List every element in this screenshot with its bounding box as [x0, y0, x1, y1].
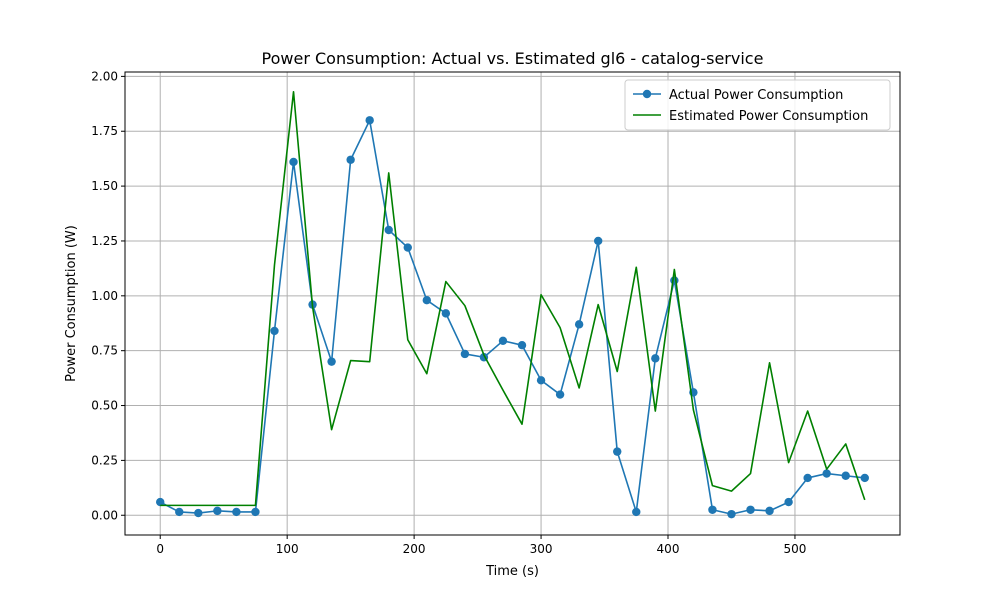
- series-line: [160, 90, 866, 507]
- data-point: [251, 507, 260, 517]
- legend-box: [624, 79, 891, 131]
- data-point: [841, 471, 850, 480]
- data-point: [194, 508, 203, 518]
- legend-marker: [642, 89, 652, 99]
- x-tick-label: 100: [276, 542, 299, 556]
- ticks: 0 100 200 300 400 500 0.00 0.25 0.50 0.75 1.00 1.25…: [91, 69, 806, 556]
- x-tick-label: 200: [403, 542, 426, 556]
- data-point: [822, 469, 831, 478]
- y-tick-label: 1.25: [91, 234, 118, 248]
- data-point: [327, 357, 336, 366]
- data-point: [460, 349, 470, 359]
- y-tick-label: 0.00: [91, 508, 118, 522]
- legend-label: Estimated Power Consumption: [669, 109, 868, 124]
- y-axis-label: Power Consumption (W): [64, 225, 79, 382]
- y-tick-label: 1.50: [91, 179, 118, 193]
- data-point: [708, 505, 717, 514]
- data-point: [517, 340, 527, 350]
- grid: [125, 72, 900, 535]
- data-point: [441, 309, 451, 318]
- data-point: [422, 296, 432, 305]
- data-point: [498, 336, 508, 346]
- data-point: [746, 505, 755, 514]
- y-tick-label: 0.75: [91, 344, 118, 358]
- data-point: [784, 497, 793, 507]
- data-point: [574, 320, 584, 329]
- data-point: [670, 276, 679, 285]
- data-point: [156, 497, 165, 507]
- x-axis-label: Time (s): [485, 564, 539, 579]
- data-point: [860, 473, 869, 483]
- data-point: [765, 506, 774, 516]
- data-point: [213, 506, 222, 516]
- data-point: [384, 225, 393, 235]
- chart-title: Power Consumption: Actual vs. Estimated …: [262, 49, 764, 68]
- x-tick-label: 500: [783, 542, 806, 556]
- data-point: [555, 390, 565, 399]
- data-point: [403, 243, 412, 252]
- data-point: [175, 507, 184, 517]
- x-tick-label: 400: [657, 542, 680, 556]
- y-tick-label: 2.00: [91, 69, 118, 83]
- y-tick-label: 0.50: [91, 399, 118, 413]
- legend-label: Actual Power Consumption: [669, 88, 843, 103]
- series-layer: [156, 90, 869, 519]
- y-tick-label: 1.75: [91, 124, 118, 138]
- data-point: [651, 354, 660, 363]
- series-actual: [156, 116, 869, 519]
- data-point: [632, 507, 641, 517]
- data-point: [346, 155, 355, 164]
- y-tick-label: 1.00: [91, 289, 118, 303]
- x-tick-label: 0: [156, 542, 164, 556]
- data-point: [365, 116, 374, 125]
- data-point: [270, 326, 279, 336]
- data-point: [289, 157, 298, 167]
- series-estimated: [160, 90, 866, 507]
- legend: Actual Power Consumption Estimated Power …: [624, 79, 891, 131]
- data-point: [803, 473, 812, 483]
- data-point: [232, 507, 241, 517]
- x-tick-label: 300: [530, 542, 553, 556]
- data-point: [613, 447, 622, 456]
- data-point: [727, 509, 736, 519]
- y-tick-label: 0.25: [91, 453, 118, 467]
- data-point: [536, 376, 546, 385]
- data-point: [593, 236, 603, 246]
- plot-frame: [124, 71, 901, 536]
